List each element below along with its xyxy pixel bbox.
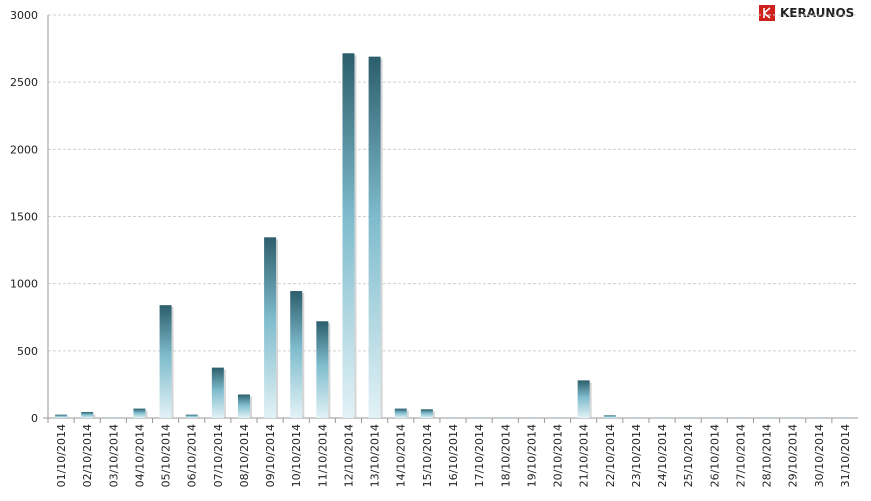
bar [55, 414, 68, 418]
y-tick-label: 3000 [10, 9, 38, 22]
bar [185, 414, 198, 418]
x-tick-label: 14/10/2014 [395, 424, 408, 487]
bar [316, 321, 329, 418]
x-tick-label: 04/10/2014 [133, 424, 146, 487]
x-tick-label: 12/10/2014 [342, 424, 355, 487]
bar [81, 411, 94, 418]
x-tick-label: 31/10/2014 [839, 424, 852, 487]
y-tick-label: 1500 [10, 211, 38, 224]
x-tick-label: 18/10/2014 [499, 424, 512, 487]
bar [342, 53, 355, 418]
bar [211, 367, 224, 418]
x-tick-label: 21/10/2014 [578, 424, 591, 487]
x-tick-label: 15/10/2014 [421, 424, 434, 487]
bar [264, 237, 277, 418]
y-tick-label: 500 [17, 345, 38, 358]
x-tick-label: 30/10/2014 [813, 424, 826, 487]
x-tick-label: 09/10/2014 [264, 424, 277, 487]
x-tick-label: 29/10/2014 [787, 424, 800, 487]
bar [603, 415, 616, 418]
x-tick-label: 19/10/2014 [525, 424, 538, 487]
x-tick-label: 20/10/2014 [552, 424, 565, 487]
logo: KERAUNOS [759, 5, 854, 21]
x-tick-label: 05/10/2014 [160, 424, 173, 487]
x-tick-label: 17/10/2014 [473, 424, 486, 487]
bar [237, 394, 250, 418]
x-tick-label: 27/10/2014 [734, 424, 747, 487]
x-tick-label: 28/10/2014 [761, 424, 774, 487]
bar [577, 380, 590, 418]
x-tick-label: 08/10/2014 [238, 424, 251, 487]
bar [394, 408, 407, 418]
bar [133, 408, 146, 418]
x-tick-label: 25/10/2014 [682, 424, 695, 487]
x-tick-label: 16/10/2014 [447, 424, 460, 487]
y-tick-label: 2500 [10, 76, 38, 89]
x-tick-label: 02/10/2014 [81, 424, 94, 487]
bar [368, 56, 381, 418]
x-tick-label: 03/10/2014 [107, 424, 120, 487]
logo-icon [759, 5, 775, 21]
x-tick-label: 23/10/2014 [630, 424, 643, 487]
x-tick-label: 11/10/2014 [316, 424, 329, 487]
x-tick-label: 06/10/2014 [186, 424, 199, 487]
x-tick-label: 26/10/2014 [708, 424, 721, 487]
y-tick-label: 0 [31, 412, 38, 425]
bar [420, 409, 433, 418]
x-tick-label: 07/10/2014 [212, 424, 225, 487]
y-tick-label: 2000 [10, 143, 38, 156]
x-tick-label: 10/10/2014 [290, 424, 303, 487]
x-tick-label: 01/10/2014 [55, 424, 68, 487]
x-tick-label: 22/10/2014 [604, 424, 617, 487]
logo-text: KERAUNOS [780, 6, 854, 20]
x-tick-label: 13/10/2014 [369, 424, 382, 487]
y-tick-label: 1000 [10, 278, 38, 291]
x-tick-label: 24/10/2014 [656, 424, 669, 487]
bar [290, 291, 303, 418]
bar [159, 305, 172, 418]
